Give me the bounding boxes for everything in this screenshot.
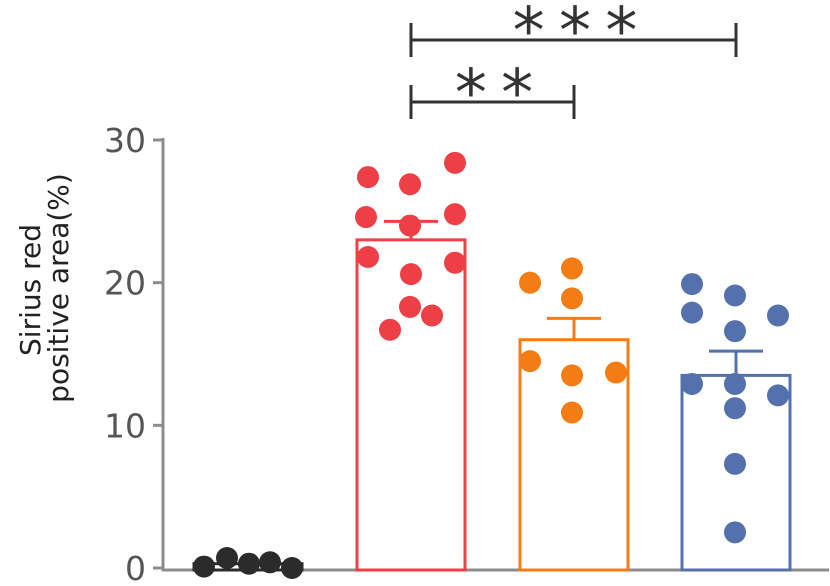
data-point [767, 384, 789, 407]
data-point [259, 551, 281, 574]
group-1 [192, 547, 304, 579]
significance-annotations: * ** * * [409, 0, 738, 131]
data-point [399, 173, 421, 196]
data-point [724, 320, 746, 343]
data-point [681, 301, 703, 324]
plot-marks [192, 151, 792, 579]
data-point [724, 284, 746, 307]
data-point [519, 350, 541, 373]
y-tick-label: 20 [104, 264, 146, 303]
data-point [681, 372, 703, 395]
data-point [421, 304, 443, 327]
y-axis-label: Sirius red positive area(%) [14, 173, 75, 403]
data-point [355, 206, 377, 229]
data-point [767, 304, 789, 327]
bar [355, 238, 467, 572]
data-point [681, 273, 703, 296]
y-axis-label-line-1: Sirius red [14, 224, 47, 356]
group-2 [355, 151, 467, 572]
data-point [605, 361, 627, 384]
data-point [357, 245, 379, 268]
y-axis-label-line-2: positive area(%) [42, 173, 75, 403]
data-point [281, 557, 303, 579]
data-point [399, 295, 421, 318]
data-point [357, 166, 379, 189]
data-point [519, 271, 541, 294]
data-point [400, 263, 422, 286]
data-point [724, 521, 746, 544]
data-point [724, 372, 746, 395]
group-3 [518, 257, 630, 572]
significance-bracket: * * * [409, 0, 738, 69]
data-point [561, 401, 583, 424]
data-point [379, 318, 401, 341]
significance-label: * * * [513, 0, 637, 69]
significance-label: * * [455, 57, 532, 131]
data-point [216, 547, 238, 570]
data-point [724, 397, 746, 420]
data-point [561, 257, 583, 280]
data-point [193, 555, 215, 578]
data-point [444, 151, 466, 174]
y-tick-label: 0 [125, 549, 146, 586]
data-point [444, 203, 466, 226]
significance-bracket: * * [409, 57, 576, 131]
data-point [561, 364, 583, 387]
group-4 [680, 273, 792, 572]
data-point [444, 251, 466, 274]
y-tick-label: 10 [104, 406, 146, 445]
data-point [724, 452, 746, 475]
y-tick-label: 30 [104, 121, 146, 160]
data-point [561, 287, 583, 310]
data-point [238, 552, 260, 575]
